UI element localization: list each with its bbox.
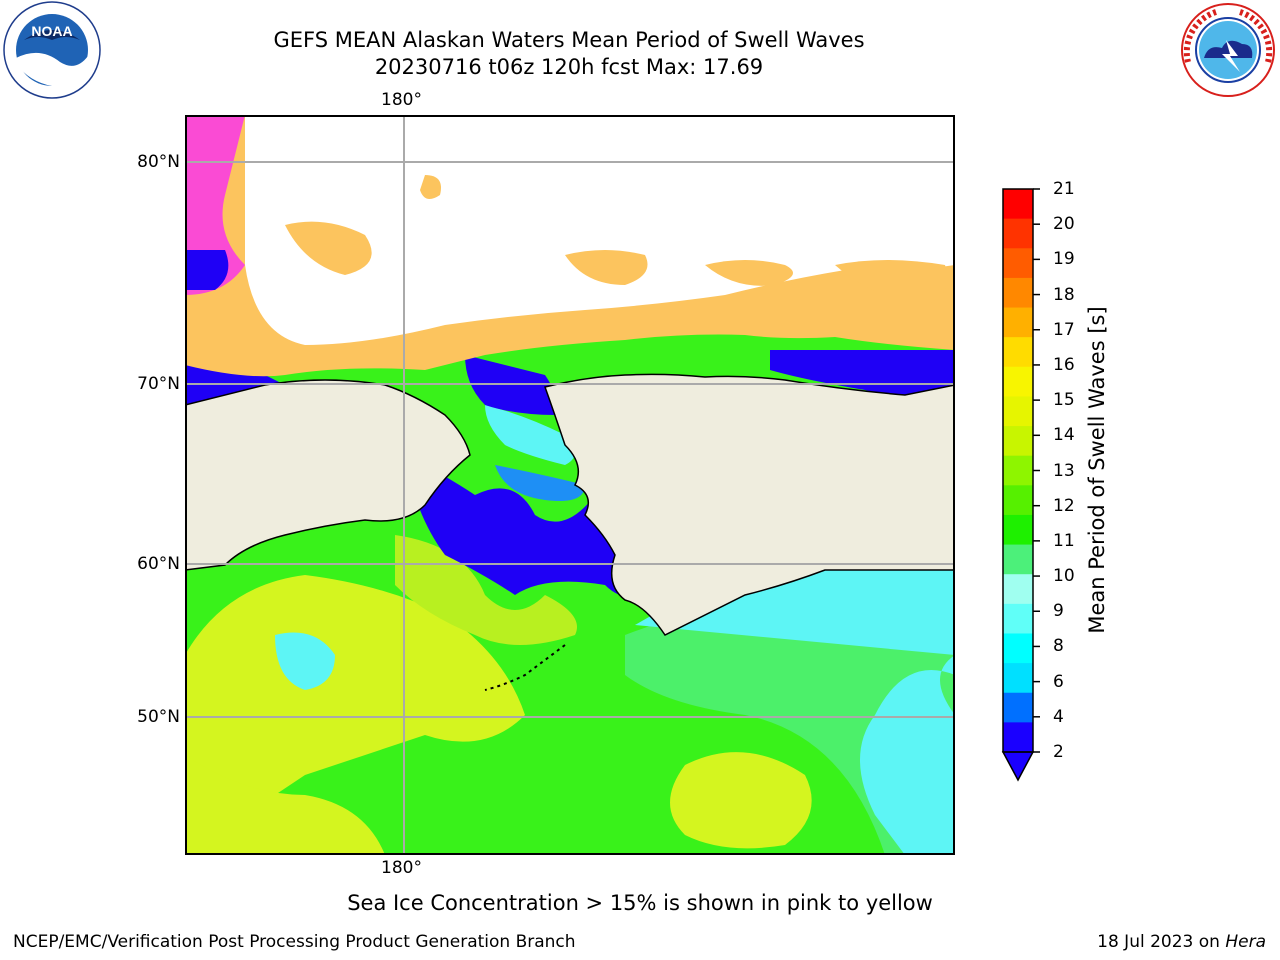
colorbar-segment bbox=[1003, 337, 1033, 368]
map-border bbox=[185, 115, 955, 855]
lat-label-80n: 80°N bbox=[137, 152, 180, 172]
noaa-logo-text: NOAA bbox=[31, 23, 72, 39]
colorbar-segment bbox=[1003, 189, 1033, 220]
lon-label-bottom: 180° bbox=[381, 858, 422, 878]
lat-label-50n: 50°N bbox=[137, 707, 180, 727]
colorbar-label: 15 bbox=[1053, 390, 1075, 411]
colorbar-segment bbox=[1003, 722, 1033, 753]
footer-date: 18 Jul 2023 on Hera bbox=[1097, 932, 1266, 952]
colorbar-segment bbox=[1003, 633, 1033, 664]
colorbar-segment bbox=[1003, 603, 1033, 634]
colorbar-label: 16 bbox=[1053, 354, 1075, 375]
chart-title: GEFS MEAN Alaskan Waters Mean Period of … bbox=[273, 28, 865, 52]
ice-no-data bbox=[245, 115, 955, 345]
colorbar-label: 13 bbox=[1053, 460, 1075, 481]
lat-label-70n: 70°N bbox=[137, 374, 180, 394]
lat-label-60n: 60°N bbox=[137, 554, 180, 574]
colorbar-segment bbox=[1003, 485, 1033, 516]
colorbar-label: 14 bbox=[1053, 425, 1075, 446]
sea-ice-patch-4 bbox=[705, 260, 793, 286]
colorbar-label: 2 bbox=[1053, 742, 1064, 762]
colorbar-segment bbox=[1003, 366, 1033, 397]
colorbar-label: 12 bbox=[1053, 495, 1075, 516]
colorbar-label: 11 bbox=[1053, 530, 1075, 551]
colorbar-segment bbox=[1003, 544, 1033, 575]
colorbar-segment bbox=[1003, 248, 1033, 279]
sea-ice-patch-3 bbox=[565, 250, 648, 285]
colorbar-label: 10 bbox=[1053, 566, 1075, 587]
sea-ice-patch-1 bbox=[285, 221, 372, 275]
colorbar-segment bbox=[1003, 218, 1033, 249]
colorbar-segment bbox=[1003, 692, 1033, 723]
colorbar-label: 4 bbox=[1053, 706, 1064, 727]
land-siberia bbox=[185, 379, 471, 571]
colorbar-label: 9 bbox=[1053, 601, 1064, 622]
footer-credit: NCEP/EMC/Verification Post Processing Pr… bbox=[13, 932, 576, 952]
colorbar bbox=[1001, 188, 1040, 782]
swell-zone-gulf-cyan bbox=[635, 570, 955, 855]
colorbar-label: 17 bbox=[1053, 319, 1075, 340]
chart-subtitle: 20230716 t06z 120h fcst Max: 17.69 bbox=[374, 55, 764, 79]
swell-zone-norton-cyan bbox=[485, 405, 575, 465]
colorbar-label: 19 bbox=[1053, 249, 1075, 270]
map-panel bbox=[185, 115, 955, 855]
colorbar-segment bbox=[1003, 574, 1033, 605]
nws-logo bbox=[1181, 3, 1275, 97]
swell-zone-norton-mid bbox=[495, 465, 585, 501]
colorbar-label: 21 bbox=[1053, 179, 1075, 199]
colorbar-title: Mean Period of Swell Waves [s] bbox=[1085, 306, 1109, 634]
colorbar-label: 8 bbox=[1053, 636, 1064, 657]
colorbar-segment bbox=[1003, 277, 1033, 309]
colorbar-segment bbox=[1003, 455, 1033, 486]
lon-label-top: 180° bbox=[381, 90, 422, 110]
colorbar-label: 6 bbox=[1053, 671, 1064, 692]
footer-machine: Hera bbox=[1225, 932, 1266, 952]
noaa-logo: NOAA bbox=[3, 1, 101, 99]
sea-ice-patch-5 bbox=[835, 260, 948, 305]
colorbar-segment bbox=[1003, 396, 1033, 427]
swell-zone-kamchatka-cyan bbox=[275, 632, 335, 690]
colorbar-extend-arrow bbox=[1001, 751, 1035, 782]
footer-date-text: 18 Jul 2023 on bbox=[1097, 932, 1226, 952]
colorbar-segment bbox=[1003, 307, 1033, 338]
colorbar-segment bbox=[1003, 663, 1033, 694]
swell-zone-west bbox=[185, 575, 525, 855]
colorbar-segment bbox=[1003, 514, 1033, 546]
swell-zone-south bbox=[670, 752, 812, 849]
swell-zone-bering-blue bbox=[405, 455, 655, 599]
aleutian-islands bbox=[484, 644, 566, 691]
colorbar-segment bbox=[1003, 426, 1033, 457]
sea-ice-note: Sea Ice Concentration > 15% is shown in … bbox=[347, 891, 933, 915]
swell-zone-southwest bbox=[185, 755, 385, 855]
swell-zone-ice-blue bbox=[185, 250, 229, 290]
colorbar-label: 18 bbox=[1053, 284, 1075, 305]
sea-ice-patch-2 bbox=[420, 175, 441, 199]
colorbar-label: 20 bbox=[1053, 214, 1075, 235]
swell-zone-bering bbox=[395, 535, 577, 645]
land-alaska bbox=[544, 373, 955, 636]
